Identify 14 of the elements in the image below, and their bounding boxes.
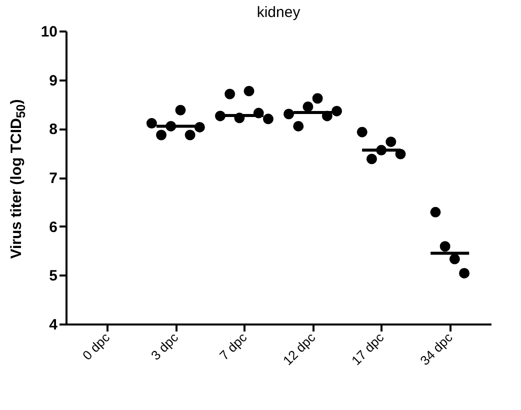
y-tick-label: 10 (40, 24, 58, 40)
x-tick-label: 12 dpc (280, 330, 319, 368)
x-tick-label: 3 dpc (148, 329, 182, 363)
y-tick-label: 4 (49, 316, 58, 334)
y-tick-label: 5 (49, 268, 58, 285)
y-tick-label: 6 (49, 218, 58, 236)
x-tick-label: 0 dpc (79, 329, 113, 363)
x-tick-label: 17 dpc (348, 330, 388, 368)
y-tick-label: 7 (49, 170, 58, 187)
chart-title: kidney (256, 4, 301, 21)
y-tick-label: 8 (49, 121, 58, 138)
x-tick-label: 7 dpc (216, 329, 250, 363)
y-tick-label: 9 (49, 72, 58, 90)
x-tick-label: 34 dpc (417, 330, 456, 368)
